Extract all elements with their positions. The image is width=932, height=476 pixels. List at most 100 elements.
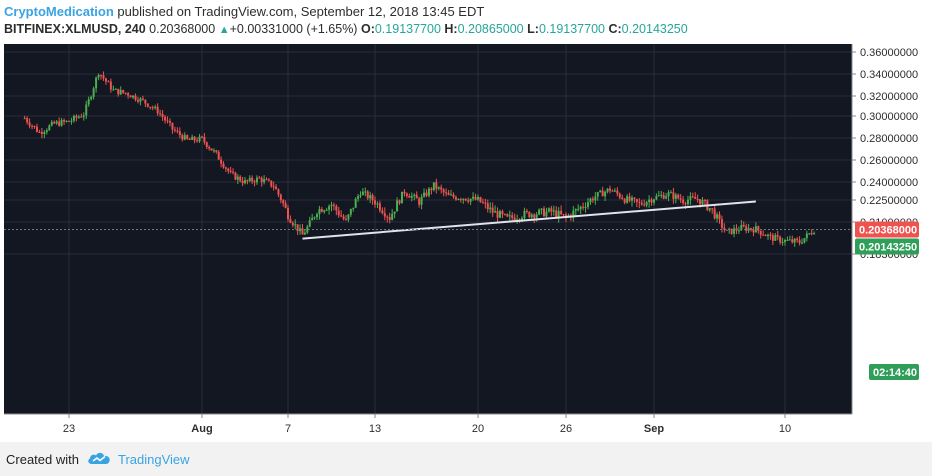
candle-body: [191, 136, 194, 140]
candle-body: [511, 215, 514, 218]
candle-body: [684, 203, 687, 205]
candle-body: [318, 209, 321, 215]
trendline[interactable]: [302, 200, 756, 240]
candle-body: [686, 199, 689, 204]
candle-body: [469, 198, 472, 202]
candle-body: [574, 209, 577, 211]
price-tick-label: 0.22500000: [860, 195, 918, 207]
candle-body: [31, 125, 34, 127]
candle-body: [750, 228, 753, 230]
candle-body: [400, 191, 403, 204]
candle-body: [557, 210, 560, 218]
candle-body: [260, 177, 263, 183]
candle-body: [33, 125, 36, 127]
candle-body: [383, 213, 386, 217]
time-tick-label: Aug: [191, 423, 212, 435]
candle-body: [628, 196, 631, 201]
candle-body: [378, 203, 381, 211]
candle-body: [774, 235, 777, 241]
candle-body: [764, 235, 767, 237]
candle-body: [740, 224, 743, 231]
candle-body: [708, 208, 711, 211]
candle-body: [418, 198, 421, 205]
candle-body: [513, 217, 516, 221]
time-axis[interactable]: 23 Aug 7 13 20 26 Sep 10: [63, 414, 791, 435]
price-tick-label: 0.26000000: [860, 155, 918, 167]
candle-body: [90, 96, 93, 100]
candle-body: [251, 177, 254, 182]
candle-body: [323, 210, 326, 212]
candle-body: [342, 216, 345, 220]
candle-body: [757, 226, 760, 231]
last-price-tag: 0.20368000: [859, 224, 917, 236]
candle-body: [87, 99, 90, 105]
candle-body: [107, 81, 110, 83]
candle-body: [374, 200, 376, 205]
time-tick-label: 20: [472, 423, 484, 435]
candle-body: [45, 130, 48, 133]
candle-body: [186, 135, 189, 140]
candle-body: [550, 208, 553, 212]
candle-body: [459, 199, 462, 201]
tradingview-link[interactable]: TradingView: [118, 452, 190, 467]
candle-body: [737, 230, 740, 232]
author-link[interactable]: CryptoMedication: [4, 4, 114, 19]
candle-body: [284, 203, 287, 208]
candle-body: [813, 233, 816, 235]
candle-body: [682, 199, 685, 204]
candle-body: [662, 194, 665, 199]
candle-body: [408, 195, 411, 198]
candle-body: [442, 189, 445, 193]
candle-body: [311, 217, 314, 221]
candle-body: [301, 228, 304, 235]
candle-body: [146, 103, 149, 107]
open-label: O:: [360, 22, 375, 36]
candle-body: [474, 196, 477, 200]
candle-body: [713, 208, 716, 219]
candle-body: [85, 104, 88, 116]
candle-body: [805, 233, 808, 239]
tradingview-cloud-icon[interactable]: [86, 450, 112, 466]
candle-body: [291, 222, 294, 226]
candle-body: [435, 182, 438, 189]
candle-body: [609, 188, 611, 191]
candle-body: [112, 89, 115, 91]
candle-body: [694, 196, 697, 199]
candle-body: [325, 209, 328, 211]
candle-body: [188, 139, 191, 141]
candle-body: [560, 210, 563, 215]
candle-body: [674, 194, 677, 199]
candle-body: [63, 120, 66, 122]
candle-body: [587, 202, 589, 207]
candle-body: [139, 98, 142, 102]
candle-body: [234, 172, 237, 180]
price-tick-label: 0.30000000: [860, 111, 918, 123]
last-price: 0.20368000: [149, 22, 216, 36]
close-value: 0.20143250: [621, 22, 688, 36]
candle-body: [791, 239, 794, 243]
candle-body: [337, 210, 340, 216]
candle-body: [604, 191, 607, 197]
candle-body: [540, 208, 543, 210]
time-tick-label: 7: [285, 423, 291, 435]
candle-body: [716, 214, 719, 219]
candle-body: [258, 177, 261, 179]
candle-body: [222, 163, 225, 168]
candle-body: [359, 195, 362, 197]
price-tick-label: 0.32000000: [860, 91, 918, 103]
candle-body: [786, 240, 789, 242]
price-chart[interactable]: 0.36000000 0.34000000 0.32000000 0.30000000…: [0, 40, 932, 442]
candle-body: [244, 180, 246, 184]
candle-body: [246, 180, 249, 182]
candle-body: [361, 191, 364, 196]
candle-body: [437, 187, 440, 189]
candle-body: [769, 234, 772, 236]
candle-body: [808, 233, 811, 235]
candle-body: [38, 131, 41, 133]
candle-body: [725, 229, 728, 231]
candle-body: [648, 199, 651, 203]
candle-body: [65, 120, 68, 122]
close-label: C:: [608, 22, 622, 36]
candle-body: [452, 194, 455, 198]
candle-body: [477, 197, 479, 200]
